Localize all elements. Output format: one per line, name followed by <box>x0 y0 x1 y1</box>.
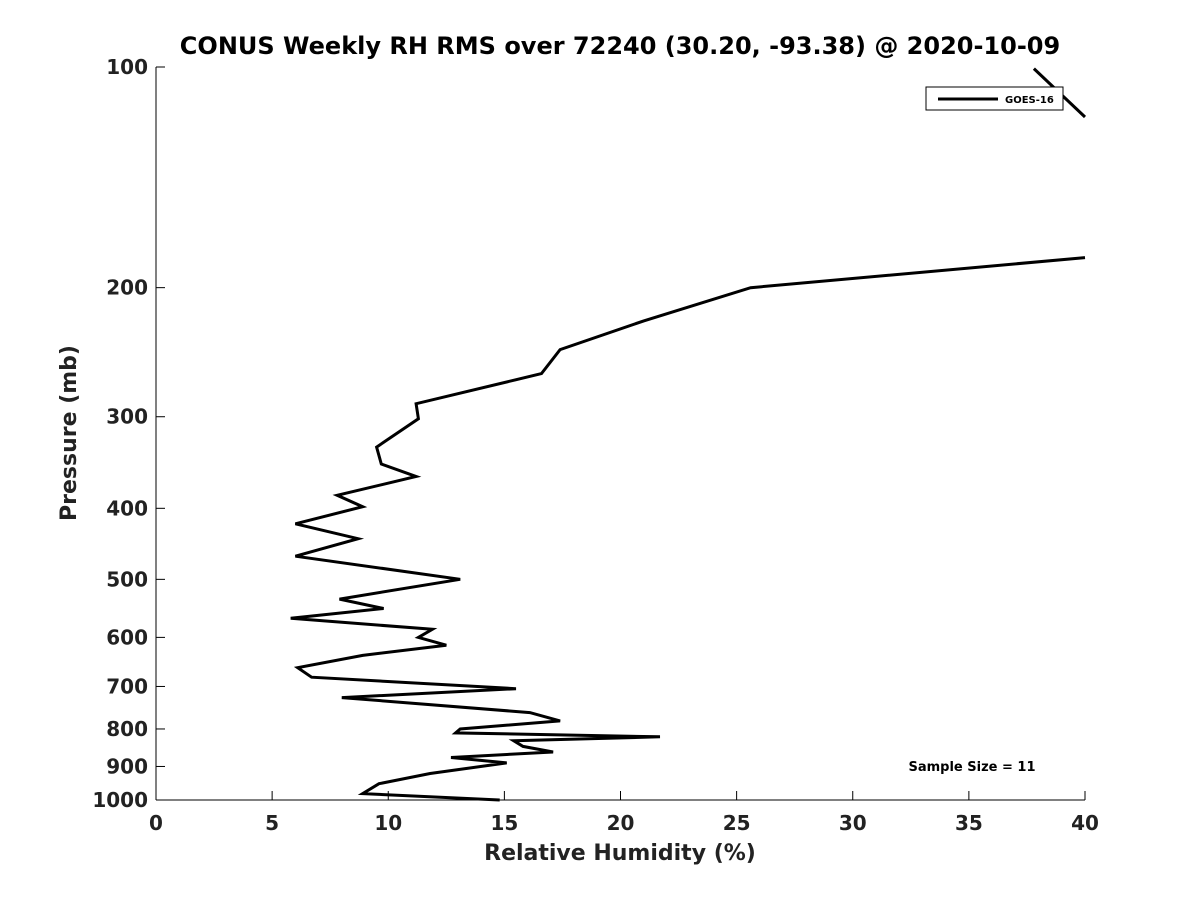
x-tick-label: 10 <box>374 811 402 835</box>
x-tick-label: 0 <box>149 811 163 835</box>
legend: GOES-16 <box>925 86 1064 111</box>
x-tick-label: 40 <box>1071 811 1099 835</box>
x-tick-label: 35 <box>955 811 983 835</box>
x-tick-label: 15 <box>490 811 518 835</box>
x-tick-label: 20 <box>607 811 635 835</box>
x-ticks: 0 5 10 15 20 25 30 35 40 <box>149 791 1099 835</box>
series-line-goes-16 <box>290 256 1086 802</box>
y-ticks: 100 200 300 400 500 600 700 800 900 1000 <box>92 55 165 812</box>
y-tick-label: 100 <box>106 55 148 79</box>
sample-size-annotation: Sample Size = 11 <box>908 760 1035 775</box>
x-tick-label: 30 <box>839 811 867 835</box>
y-tick-label: 1000 <box>92 788 148 812</box>
y-tick-label: 700 <box>106 674 148 698</box>
y-tick-label: 600 <box>106 625 148 649</box>
series-layer <box>290 67 1087 802</box>
y-tick-label: 800 <box>106 717 148 741</box>
x-tick-label: 25 <box>723 811 751 835</box>
plot-area <box>155 67 1085 801</box>
x-axis-label: Relative Humidity (%) <box>484 841 756 866</box>
y-tick-label: 400 <box>106 496 148 520</box>
y-axis-label: Pressure (mb) <box>57 345 82 521</box>
y-tick-label: 200 <box>106 276 148 300</box>
y-tick-label: 300 <box>106 405 148 429</box>
x-tick-label: 5 <box>265 811 279 835</box>
legend-entry-goes-16: GOES-16 <box>1005 95 1054 106</box>
y-tick-label: 500 <box>106 567 148 591</box>
chart-title: CONUS Weekly RH RMS over 72240 (30.20, -… <box>180 32 1060 60</box>
y-tick-label: 900 <box>106 754 148 778</box>
